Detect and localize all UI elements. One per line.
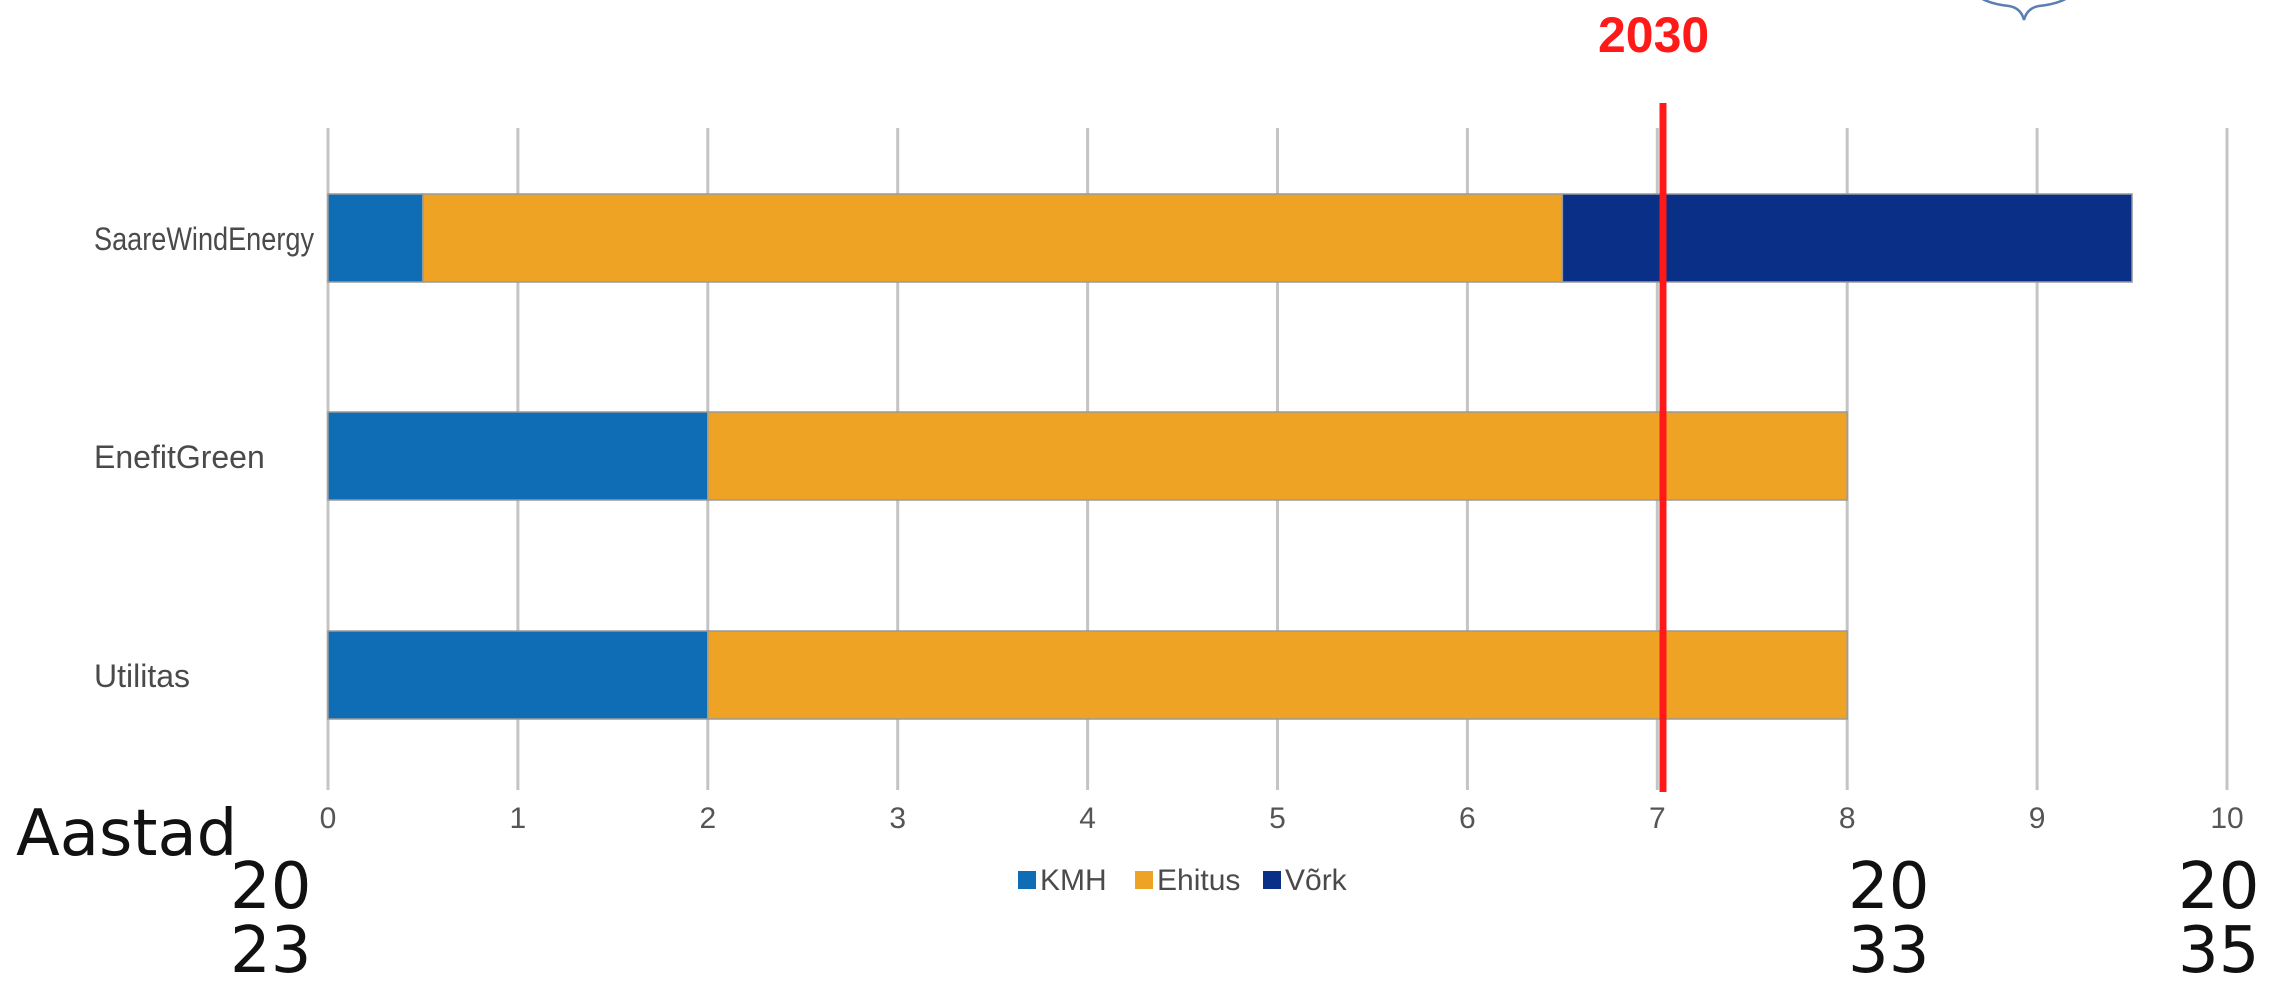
- x-tick-6: 6: [1459, 802, 1476, 835]
- bar-saarewindenergy-kmh: [327, 193, 424, 283]
- bar-utilitas-ehitus: [707, 630, 1848, 720]
- category-label-utilitas: Utilitas: [94, 658, 190, 694]
- bar-saarewindenergy-ehitus: [422, 193, 1564, 283]
- year-label-2023: 2023: [230, 850, 312, 988]
- year-label-2033: 2033: [1848, 850, 1930, 988]
- x-tick-7: 7: [1649, 802, 1666, 835]
- x-tick-3: 3: [889, 802, 906, 835]
- legend-label-võrk: Võrk: [1285, 864, 1348, 897]
- x-tick-9: 9: [2029, 802, 2046, 835]
- x-tick-1: 1: [510, 802, 527, 835]
- x-tick-8: 8: [1839, 802, 1856, 835]
- legend-label-kmh: KMH: [1040, 864, 1107, 897]
- x-tick-2: 2: [699, 802, 716, 835]
- bars: [327, 193, 2133, 720]
- bar-enefitgreen-ehitus: [707, 411, 1848, 501]
- marker-label: 2030: [1598, 7, 1710, 63]
- category-label-enefitgreen: EnefitGreen: [94, 439, 265, 475]
- bar-utilitas-kmh: [327, 630, 709, 720]
- x-tick-5: 5: [1269, 802, 1286, 835]
- legend-swatch-kmh: [1018, 871, 1036, 889]
- legend-swatch-ehitus: [1135, 871, 1153, 889]
- x-tick-4: 4: [1079, 802, 1096, 835]
- shield-icon: [1982, 0, 2066, 21]
- axis-title-years: Aastad: [16, 797, 238, 871]
- bar-enefitgreen-kmh: [327, 411, 709, 501]
- legend-label-ehitus: Ehitus: [1157, 864, 1240, 897]
- legend-swatch-võrk: [1263, 871, 1281, 889]
- year-label-2035: 2035: [2178, 850, 2260, 988]
- x-tick-10: 10: [2210, 802, 2243, 835]
- category-label-saarewindenergy: SaareWindEnergy: [94, 221, 314, 257]
- x-tick-0: 0: [320, 802, 337, 835]
- bar-saarewindenergy-võrk: [1561, 193, 2133, 283]
- legend: KMH Ehitus Võrk: [1018, 864, 1348, 897]
- x-tick-labels: 0 1 2 3 4 5 6 7 8 9 10: [320, 802, 2244, 835]
- category-labels: SaareWindEnergy EnefitGreen Utilitas: [94, 221, 314, 694]
